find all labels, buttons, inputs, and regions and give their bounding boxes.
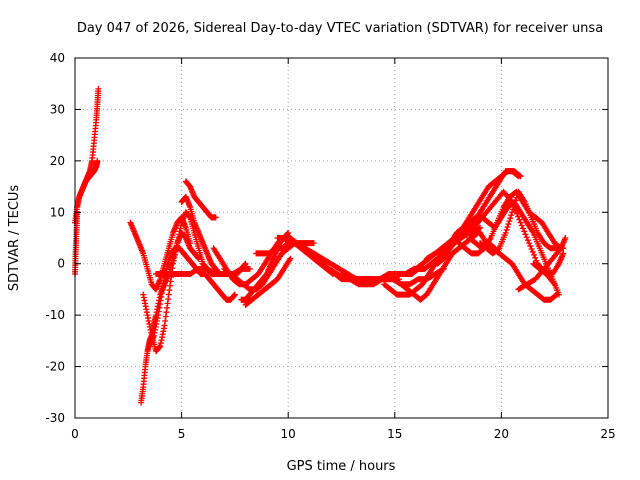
data-point bbox=[242, 260, 249, 267]
y-tick-label: 30 bbox=[50, 102, 65, 116]
data-point bbox=[528, 246, 535, 253]
data-point bbox=[492, 245, 499, 252]
x-tick-label: 0 bbox=[71, 427, 79, 441]
series-sat-u bbox=[391, 229, 481, 303]
data-point bbox=[553, 291, 560, 298]
data-point bbox=[491, 244, 498, 251]
data-point bbox=[515, 173, 522, 180]
data-point bbox=[506, 218, 513, 225]
x-tick-label: 10 bbox=[281, 427, 296, 441]
data-point bbox=[246, 265, 253, 272]
data-point bbox=[477, 224, 484, 231]
axis-ticks: 0 5 10 15 20 25 -30 -20 -10 0 10 20 30 40 bbox=[45, 51, 615, 441]
plot-frame bbox=[74, 57, 609, 419]
data-point bbox=[509, 206, 516, 213]
data-point bbox=[515, 213, 522, 220]
series-sat-m bbox=[238, 229, 292, 303]
data-point bbox=[512, 197, 519, 204]
data-point bbox=[520, 225, 527, 232]
data-point bbox=[521, 228, 528, 235]
x-axis-label: GPS time / hours bbox=[287, 459, 396, 474]
series-sat-j bbox=[153, 265, 253, 277]
y-tick-label: -10 bbox=[45, 308, 65, 322]
chart-title: Day 047 of 2026, Sidereal Day-to-day VTE… bbox=[77, 21, 603, 36]
data-point bbox=[552, 292, 559, 299]
data-point bbox=[514, 172, 521, 179]
y-tick-label: 40 bbox=[50, 51, 65, 65]
data-point bbox=[522, 231, 529, 238]
data-point bbox=[517, 219, 524, 226]
data-point bbox=[504, 223, 511, 230]
series-sat-h bbox=[182, 178, 219, 221]
data-point bbox=[94, 157, 101, 164]
series-sat-i bbox=[178, 193, 249, 277]
data-point bbox=[310, 240, 317, 247]
series-sat-ab bbox=[477, 188, 567, 257]
y-tick-label: 20 bbox=[50, 154, 65, 168]
data-point bbox=[523, 234, 530, 241]
data-point bbox=[533, 257, 540, 264]
x-tick-label: 5 bbox=[178, 427, 186, 441]
data-point bbox=[503, 226, 510, 233]
data-point bbox=[510, 203, 517, 210]
series-sat-c bbox=[82, 157, 101, 185]
data-point bbox=[560, 250, 567, 257]
y-tick-label: -30 bbox=[45, 411, 65, 425]
data-point bbox=[530, 251, 537, 258]
data-point bbox=[518, 222, 525, 229]
y-tick-label: -20 bbox=[45, 360, 65, 374]
data-point bbox=[502, 229, 509, 236]
data-point bbox=[526, 240, 533, 247]
series-sat-z bbox=[445, 224, 560, 303]
data-point bbox=[524, 237, 531, 244]
y-axis-label: SDTVAR / TECUs bbox=[7, 185, 22, 292]
data-point bbox=[516, 216, 523, 223]
data-point bbox=[231, 291, 238, 298]
series-sat-ae bbox=[466, 235, 499, 252]
data-point bbox=[95, 85, 102, 92]
data-point bbox=[529, 248, 536, 255]
data-point bbox=[527, 243, 534, 250]
data-point bbox=[562, 235, 569, 241]
data-points bbox=[72, 85, 569, 406]
data-point bbox=[509, 209, 516, 216]
data-point bbox=[505, 221, 512, 228]
x-tick-label: 15 bbox=[387, 427, 402, 441]
series-sat-n bbox=[242, 255, 294, 308]
y-tick-label: 0 bbox=[57, 257, 65, 271]
x-tick-label: 20 bbox=[494, 427, 509, 441]
data-point bbox=[285, 229, 292, 236]
data-point bbox=[532, 254, 539, 261]
data-point bbox=[212, 214, 219, 221]
series-sat-g bbox=[146, 245, 238, 349]
series-sat-a bbox=[72, 85, 102, 226]
y-tick-label: 10 bbox=[50, 205, 65, 219]
data-point bbox=[507, 215, 514, 222]
series-sat-ad bbox=[530, 250, 567, 277]
x-tick-label: 25 bbox=[600, 427, 615, 441]
data-point bbox=[287, 255, 294, 262]
data-point bbox=[511, 200, 518, 207]
data-point bbox=[513, 194, 520, 201]
series-sat-b bbox=[72, 209, 81, 277]
data-point bbox=[508, 212, 515, 219]
